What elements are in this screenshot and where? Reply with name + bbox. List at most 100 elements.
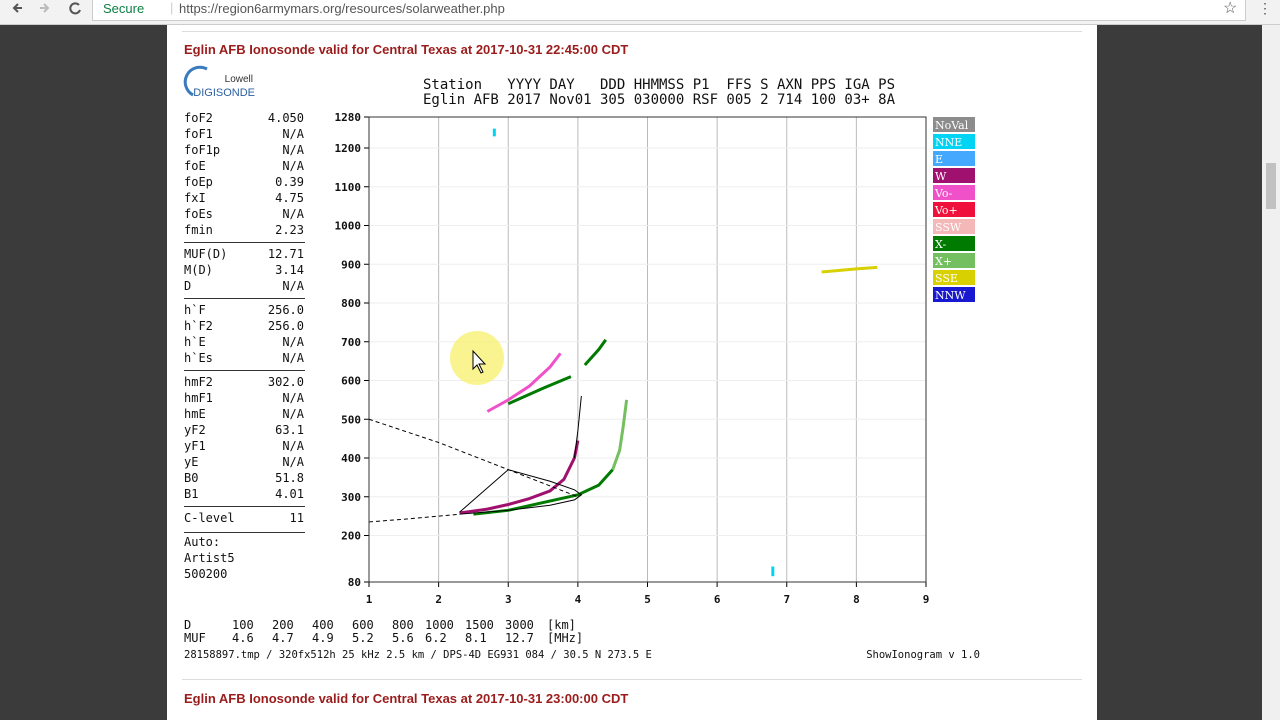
- model-curve: [368, 418, 579, 498]
- legend-swatch: [933, 168, 975, 183]
- legend-label: SSW: [935, 221, 962, 234]
- param-value: N/A: [282, 143, 304, 157]
- address-bar[interactable]: Secure | https://region6armymars.org/res…: [92, 0, 1246, 21]
- muf-cell: [km]: [547, 618, 576, 632]
- y-tick-label: 300: [341, 491, 361, 504]
- param-value: 12.71: [267, 247, 304, 261]
- url[interactable]: https://region6armymars.org/resources/so…: [179, 1, 505, 16]
- param-value: N/A: [282, 439, 304, 453]
- echo-trace: [459, 440, 580, 515]
- separator: [184, 298, 305, 299]
- muf-cell: 5.2: [352, 631, 374, 645]
- legend-label: NoVal: [935, 119, 969, 132]
- menu[interactable]: ⋮: [1258, 0, 1272, 16]
- param-value: 302.0: [267, 375, 304, 389]
- param-name: M(D): [184, 263, 213, 277]
- param-name: fxI: [184, 191, 206, 205]
- param-name: fmin: [184, 223, 213, 237]
- param-name: foF1: [184, 127, 213, 141]
- muf-cell: MUF: [184, 631, 206, 645]
- separator: [184, 370, 305, 371]
- browser-toolbar: Secure | https://region6armymars.org/res…: [0, 0, 1280, 25]
- legend-label: NNE: [935, 136, 962, 149]
- echo-trace: [507, 375, 572, 406]
- legend-label: Vo-: [934, 187, 953, 200]
- muf-cell: D: [184, 618, 191, 632]
- param-value: N/A: [282, 127, 304, 141]
- param-value: 0.39: [275, 175, 304, 189]
- x-tick-label: 3: [505, 593, 512, 606]
- model-curve: [573, 395, 582, 459]
- param-name: B1: [184, 487, 199, 501]
- cursor: [472, 349, 487, 374]
- muf-cell: 200: [272, 618, 294, 632]
- param-value: 256.0: [267, 303, 304, 317]
- param-value: 11: [289, 511, 304, 525]
- param-value: N/A: [282, 159, 304, 173]
- param-value: 51.8: [275, 471, 304, 485]
- muf-cell: 3000: [505, 618, 534, 632]
- legend-swatch: [933, 117, 975, 132]
- legend-label: SSE: [935, 272, 958, 285]
- auto-line: Artist5: [184, 551, 235, 565]
- muf-cell: 4.6: [232, 631, 254, 645]
- legend-swatch: [933, 236, 975, 251]
- param-name: MUF(D): [184, 247, 228, 261]
- legend-swatch: [933, 270, 975, 285]
- y-tick-label: 400: [341, 452, 361, 465]
- param-value: N/A: [282, 391, 304, 405]
- x-tick-label: 5: [644, 593, 651, 606]
- legend-swatch: [933, 202, 975, 217]
- logo-bottom: DIGISONDE: [193, 87, 255, 99]
- echo-trace: [583, 338, 607, 367]
- param-value: 256.0: [267, 319, 304, 333]
- auto-line: 500200: [184, 567, 228, 581]
- legend-swatch: [933, 219, 975, 234]
- x-tick-label: 4: [575, 593, 582, 606]
- param-value: 3.14: [275, 263, 304, 277]
- echo-trace: [821, 265, 878, 274]
- logo: Lowell DIGISONDE: [183, 65, 255, 99]
- legend-swatch: [933, 287, 975, 302]
- muf-cell: 12.7: [505, 631, 534, 645]
- muf-cell: 800: [392, 618, 414, 632]
- param-name: B0: [184, 471, 199, 485]
- legend-swatch: [933, 134, 975, 149]
- param-name: h`F2: [184, 319, 213, 333]
- param-name: foF1p: [184, 143, 221, 157]
- footer: 28158897.tmp / 320fx512h 25 kHz 2.5 km /…: [184, 649, 652, 661]
- param-name: hmF1: [184, 391, 213, 405]
- param-value: 63.1: [275, 423, 304, 437]
- param-name: yF1: [184, 439, 206, 453]
- param-value: 4.050: [267, 111, 304, 125]
- y-tick-label: 900: [341, 258, 361, 271]
- ionogram: Station YYYY DAY DDD HHMMSS P1 FFS S AXN…: [184, 77, 980, 661]
- muf-cell: 4.9: [312, 631, 334, 645]
- bookmark-star[interactable]: ☆: [1223, 0, 1238, 17]
- param-name: h`F: [184, 303, 206, 317]
- param-value: 4.01: [275, 487, 304, 501]
- section-title: Eglin AFB Ionosonde valid for Central Te…: [184, 42, 629, 57]
- logo-top: Lowell: [225, 74, 253, 85]
- param-value: N/A: [282, 207, 304, 221]
- y-tick-label: 500: [341, 413, 361, 426]
- plot-frame: [368, 116, 927, 583]
- y-tick-label: 80: [348, 576, 361, 589]
- echo-trace: [486, 352, 562, 413]
- y-tick-label: 200: [341, 530, 361, 543]
- separator: [184, 506, 305, 507]
- y-tick-label: 600: [341, 375, 361, 388]
- y-tick-label: 800: [341, 297, 361, 310]
- param-name: yF2: [184, 423, 206, 437]
- muf-cell: 4.7: [272, 631, 294, 645]
- scrollbar[interactable]: [1262, 25, 1280, 720]
- nav-buttons[interactable]: [0, 0, 90, 24]
- param-name: C-level: [184, 511, 235, 525]
- legend-swatch: [933, 253, 975, 268]
- muf-cell: 100: [232, 618, 254, 632]
- muf-cell: 8.1: [465, 631, 487, 645]
- legend-label: W: [935, 170, 947, 183]
- muf-cell: 1500: [465, 618, 494, 632]
- param-name: hmF2: [184, 375, 213, 389]
